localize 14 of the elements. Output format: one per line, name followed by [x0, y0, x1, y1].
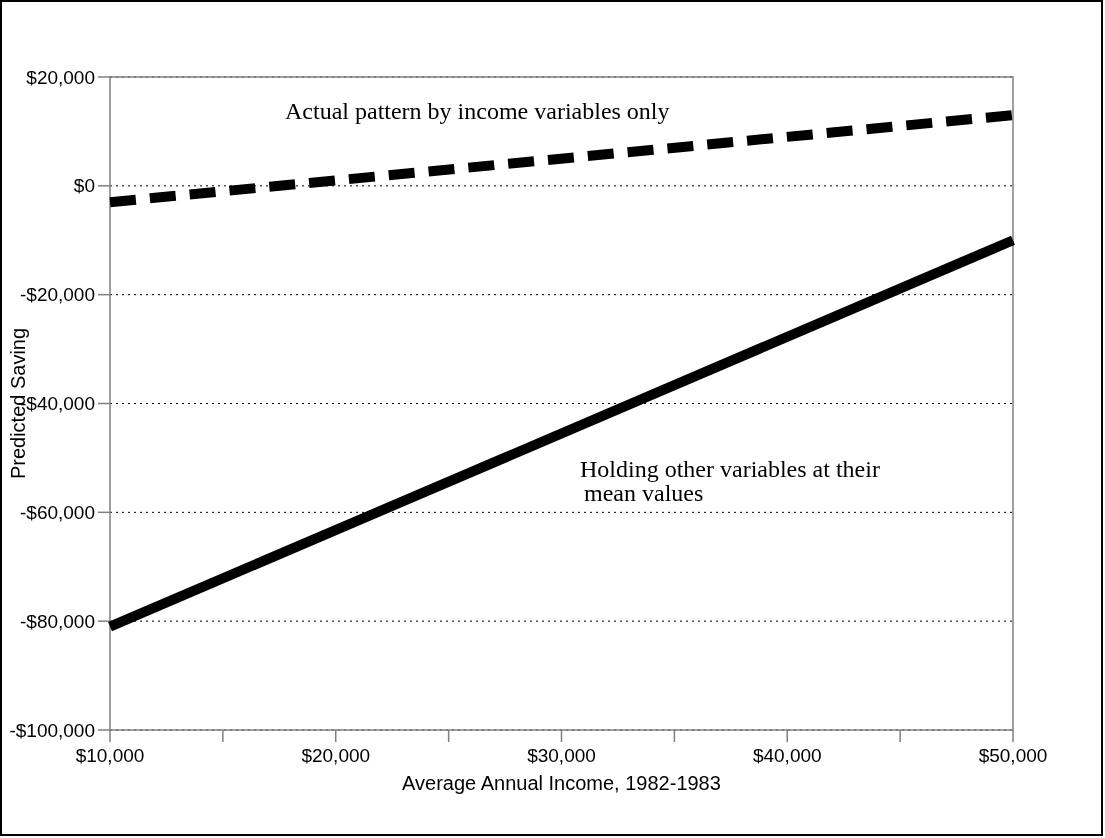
y-tick-label: -$100,000: [9, 719, 95, 741]
y-tick-label: -$60,000: [19, 501, 95, 523]
x-tick-label: $50,000: [978, 745, 1048, 766]
x-axis-title: Average Annual Income, 1982-1983: [402, 772, 721, 794]
x-tick-label: $30,000: [527, 745, 596, 766]
x-tick-label: $20,000: [301, 745, 371, 766]
annotation: Holding other variables at their mean values: [580, 456, 880, 506]
y-tick-label: $0: [73, 175, 95, 197]
annotation: Actual pattern by income variables only: [285, 98, 670, 124]
x-tick-label: $10,000: [75, 745, 145, 766]
y-tick-label: -$20,000: [19, 284, 95, 306]
y-tick-label: -$80,000: [19, 610, 95, 632]
x-tick-label: $40,000: [752, 745, 822, 766]
y-tick-label: $20,000: [26, 66, 95, 88]
